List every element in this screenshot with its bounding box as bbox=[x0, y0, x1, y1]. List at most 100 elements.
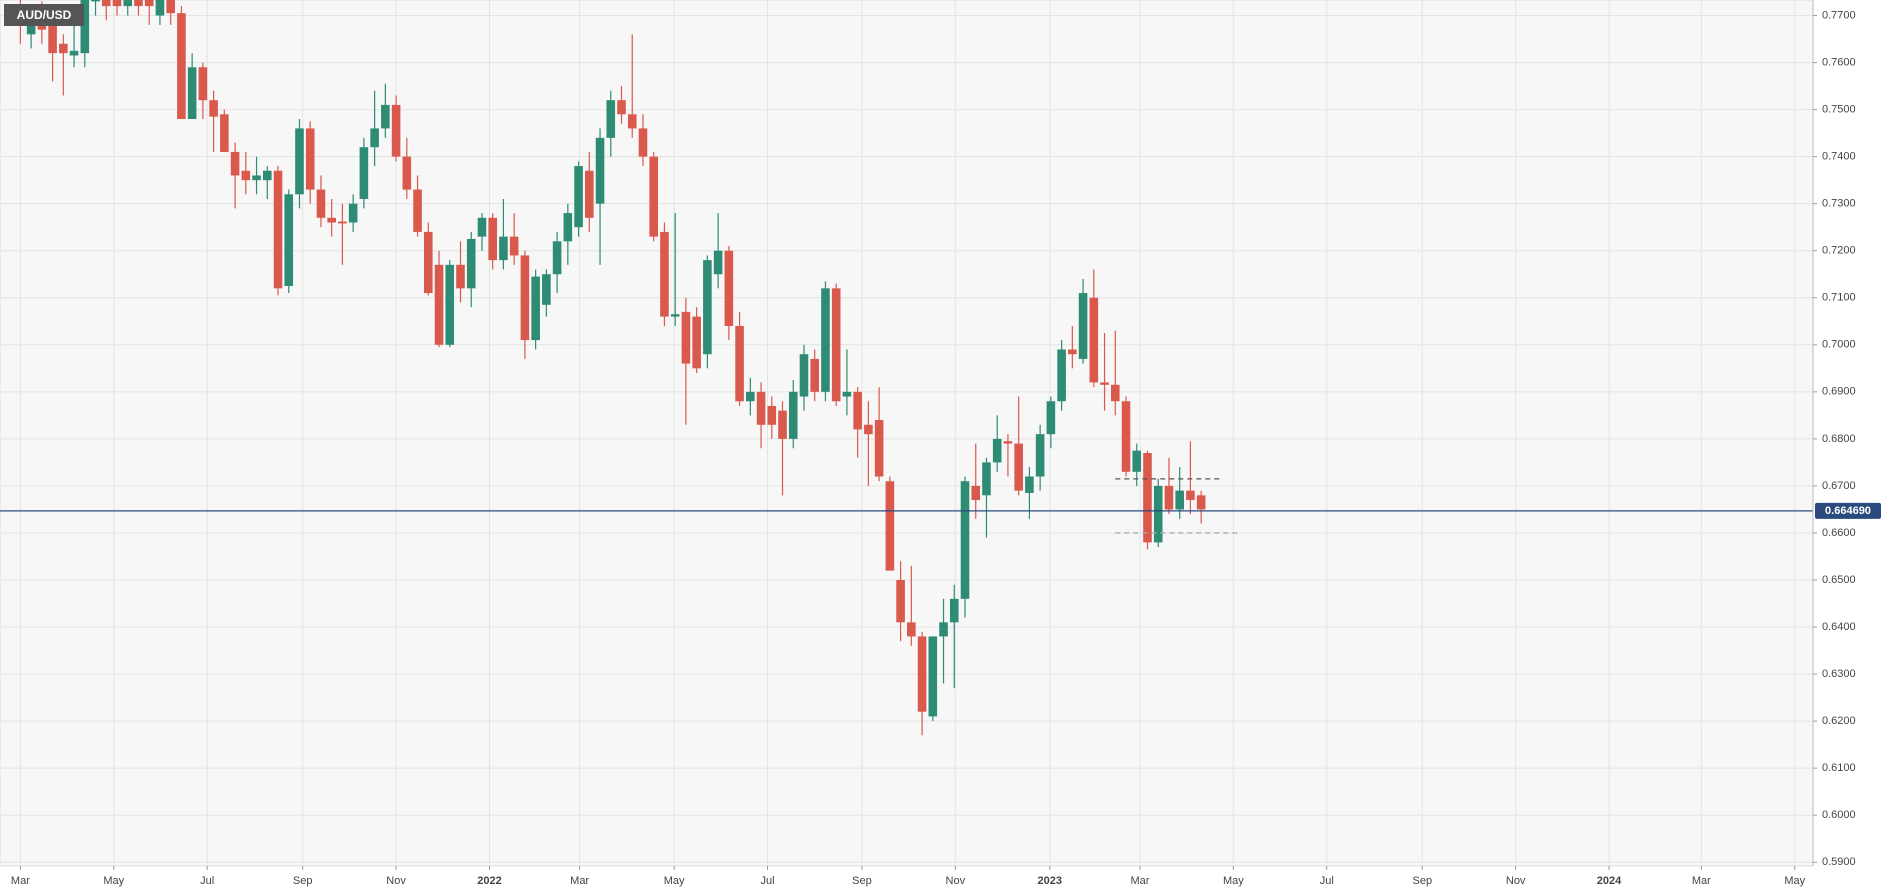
candle-body bbox=[542, 274, 551, 305]
candle-body bbox=[477, 217, 487, 237]
candle-body bbox=[563, 213, 573, 242]
candle-body bbox=[381, 104, 390, 129]
symbol-badge bbox=[4, 4, 84, 26]
candle-body bbox=[123, 0, 133, 7]
candle-body bbox=[982, 462, 991, 496]
candle-body bbox=[101, 0, 111, 7]
candle-body bbox=[456, 264, 465, 289]
candle-body bbox=[971, 485, 981, 501]
candle-body bbox=[1132, 450, 1142, 472]
x-tick-label: Sep bbox=[1412, 875, 1432, 887]
candle-body bbox=[48, 24, 57, 54]
candle-body bbox=[112, 0, 122, 7]
y-tick-label: 0.5900 bbox=[1822, 856, 1856, 868]
candle-body bbox=[617, 100, 626, 115]
candle-body bbox=[295, 128, 304, 195]
candle-body bbox=[69, 50, 79, 56]
candle-body bbox=[316, 189, 326, 218]
candle-body bbox=[928, 636, 938, 717]
x-tick-label: Nov bbox=[386, 875, 406, 887]
candle-body bbox=[574, 166, 583, 228]
x-tick-label: Mar bbox=[1692, 875, 1711, 887]
y-tick-label: 0.7200 bbox=[1822, 245, 1856, 257]
x-tick-label: Sep bbox=[293, 875, 313, 887]
axes: 0.7700 0.7600 0.7500 0.7400 0.7300 0.7200 0.71… bbox=[11, 0, 1881, 887]
x-tick-label: May bbox=[1223, 875, 1244, 887]
candle-body bbox=[241, 170, 251, 181]
candle-body bbox=[423, 231, 433, 294]
candle-body bbox=[788, 391, 798, 439]
candle-body bbox=[746, 391, 755, 402]
candle-body bbox=[1014, 443, 1023, 491]
candle-body bbox=[1100, 382, 1109, 385]
y-tick-label: 0.6900 bbox=[1822, 386, 1856, 398]
candle-body bbox=[1068, 349, 1077, 355]
candle-body bbox=[1025, 476, 1034, 493]
candle-body bbox=[842, 391, 852, 397]
candle-body bbox=[713, 250, 723, 275]
x-tick-label: May bbox=[103, 875, 124, 887]
y-tick-label: 0.6000 bbox=[1822, 809, 1856, 821]
candle-body bbox=[1175, 490, 1184, 510]
candle-body bbox=[670, 314, 680, 317]
candle-body bbox=[1121, 401, 1131, 472]
candle-body bbox=[80, 0, 90, 54]
candle-body bbox=[1143, 452, 1152, 543]
candle-body bbox=[660, 231, 669, 317]
y-tick-label: 0.7400 bbox=[1822, 151, 1856, 163]
candle-body bbox=[703, 260, 712, 355]
candle-body bbox=[520, 255, 530, 341]
y-tick-label: 0.7000 bbox=[1822, 339, 1856, 351]
candle-body bbox=[960, 481, 970, 599]
candle-body bbox=[724, 250, 734, 326]
candle-body bbox=[552, 241, 562, 275]
candle-body bbox=[177, 13, 186, 120]
candle-body bbox=[939, 622, 948, 637]
y-tick-label: 0.7600 bbox=[1822, 56, 1856, 68]
candle-body bbox=[949, 598, 959, 623]
x-tick-label: 2022 bbox=[477, 875, 501, 887]
candle-body bbox=[166, 0, 175, 14]
y-tick-label: 0.6500 bbox=[1822, 574, 1856, 586]
candle-body bbox=[767, 405, 777, 425]
candle-body bbox=[327, 217, 336, 223]
x-tick-label: Mar bbox=[1130, 875, 1149, 887]
x-tick-label: Nov bbox=[1506, 875, 1526, 887]
x-tick-label: Mar bbox=[570, 875, 589, 887]
candle-body bbox=[134, 0, 143, 7]
grid bbox=[0, 0, 1813, 866]
candle-body bbox=[1003, 441, 1013, 444]
candle-body bbox=[434, 264, 444, 345]
candle-body bbox=[402, 156, 412, 190]
y-tick-label: 0.7100 bbox=[1822, 292, 1856, 304]
candle-body bbox=[499, 236, 508, 261]
candles bbox=[0, 0, 1813, 736]
candle-body bbox=[348, 203, 358, 223]
x-tick-label: Sep bbox=[852, 875, 872, 887]
candle-body bbox=[692, 316, 701, 369]
candle-body bbox=[1110, 384, 1120, 402]
candle-body bbox=[831, 288, 841, 402]
candle-body bbox=[209, 100, 218, 117]
candle-body bbox=[391, 104, 401, 157]
candle-body bbox=[155, 0, 165, 16]
candle-body bbox=[1153, 485, 1163, 543]
candle-body bbox=[273, 170, 283, 289]
candle-body bbox=[853, 391, 862, 430]
candle-body bbox=[1164, 485, 1174, 510]
candle-body bbox=[649, 156, 659, 237]
candle-body bbox=[917, 636, 927, 712]
x-tick-label: Nov bbox=[946, 875, 966, 887]
candle-body bbox=[531, 276, 540, 341]
x-tick-label: 2023 bbox=[1038, 875, 1062, 887]
x-tick-label: May bbox=[1784, 875, 1805, 887]
candle-body bbox=[252, 175, 261, 181]
candle-body bbox=[896, 579, 905, 623]
candle-body bbox=[874, 420, 884, 477]
candle-body bbox=[338, 221, 347, 224]
candle-body bbox=[230, 151, 240, 176]
chart-title: AUD/USD bbox=[17, 8, 72, 22]
x-tick-label: Jul bbox=[1320, 875, 1334, 887]
candle-body bbox=[370, 128, 379, 148]
